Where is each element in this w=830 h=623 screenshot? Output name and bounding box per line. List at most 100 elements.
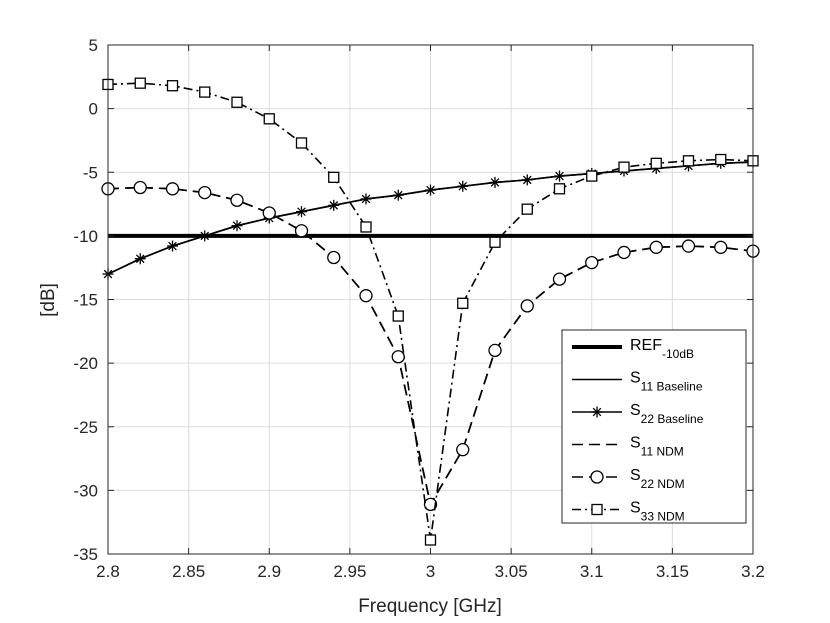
series-layer <box>101 77 760 546</box>
asterisk-stroke <box>329 201 339 210</box>
data-point-s33-ndm <box>715 153 727 166</box>
asterisk-stroke <box>490 178 500 187</box>
legend-item-s33-ndm: S33 NDM <box>572 500 685 524</box>
data-point-s33-ndm <box>134 77 146 89</box>
y-tick-label: -35 <box>73 545 98 564</box>
data-point-s33-ndm <box>521 203 533 215</box>
data-point-s22-baseline <box>521 174 533 186</box>
legend-label-sub: 11 NDM <box>641 445 684 459</box>
data-point-s22-ndm <box>714 240 728 254</box>
x-tick-label: 3.1 <box>580 562 604 581</box>
y-tick-label: -10 <box>73 227 98 246</box>
legend-label: S11 NDM <box>630 435 684 459</box>
data-point-s22-ndm <box>133 180 147 195</box>
legend-item-s22-ndm: S22 NDM <box>572 467 685 491</box>
x-tick-label: 2.9 <box>257 562 281 581</box>
asterisk-stroke <box>458 181 468 191</box>
legend-label-sub: 11 Baseline <box>641 380 703 394</box>
data-point-s33-ndm <box>553 183 566 195</box>
y-tick-label: -15 <box>73 291 98 310</box>
data-point-s22-baseline <box>231 220 243 232</box>
data-point-s33-ndm <box>650 157 662 169</box>
data-point-s33-ndm <box>263 113 275 125</box>
legend-box <box>561 329 747 524</box>
legend-label-sub: -10dB <box>662 347 694 361</box>
asterisk-stroke <box>297 207 306 217</box>
data-point-s22-baseline <box>167 240 178 252</box>
y-tick-label: 0 <box>89 100 98 119</box>
data-point-s33-ndm <box>328 171 340 183</box>
y-tick-label: 5 <box>89 36 98 55</box>
data-point-s22-ndm <box>198 185 212 200</box>
legend-marker <box>591 406 603 418</box>
x-tick-label: 2.8 <box>96 562 120 581</box>
asterisk-stroke <box>168 241 177 251</box>
data-point-s33-ndm <box>231 96 243 108</box>
x-tick-label: 2.95 <box>333 562 366 581</box>
data-point-s22-baseline <box>328 199 340 211</box>
data-point-s22-ndm <box>552 272 567 286</box>
x-tick-label: 3.15 <box>656 562 689 581</box>
legend-label-main: S <box>630 402 641 419</box>
legend-label-main: S <box>630 370 641 387</box>
data-point-s33-ndm <box>489 236 501 248</box>
x-axis-label: Frequency [GHz] <box>358 596 502 617</box>
data-point-s33-ndm <box>199 86 211 98</box>
x-tick-label: 3.2 <box>741 562 765 581</box>
data-point-s22-ndm <box>230 193 244 207</box>
legend-label-main: S <box>630 467 641 484</box>
data-point-s33-ndm <box>392 310 404 322</box>
asterisk-stroke <box>555 171 564 181</box>
legend-item-ref-10db: REF-10dB <box>572 337 694 361</box>
data-point-s22-ndm <box>681 239 696 253</box>
data-point-s22-ndm <box>359 289 373 303</box>
legend-label: S11 Baseline <box>630 370 703 394</box>
data-point-s22-ndm <box>488 343 502 358</box>
series-s33-ndm <box>102 77 759 546</box>
data-point-s22-ndm <box>456 443 470 457</box>
legend-label: S33 NDM <box>630 500 685 524</box>
data-point-s22-ndm <box>262 206 276 220</box>
data-point-s22-ndm <box>617 245 631 260</box>
y-tick-label: -25 <box>73 418 98 437</box>
data-point-s33-ndm <box>166 80 179 92</box>
legend-label-sub: 22 Baseline <box>641 412 704 426</box>
data-point-s33-ndm <box>360 221 372 233</box>
legend-label: S22 Baseline <box>630 402 704 426</box>
y-axis-label: [dB] <box>38 283 59 317</box>
asterisk-stroke <box>426 185 435 195</box>
data-point-s22-ndm <box>520 299 534 313</box>
x-tick-label: 3.05 <box>495 562 528 581</box>
data-point-s22-baseline <box>457 180 469 192</box>
data-point-s33-ndm <box>295 137 308 149</box>
data-point-s22-baseline <box>489 176 501 188</box>
legend-label: REF-10dB <box>630 337 694 361</box>
asterisk-stroke <box>592 407 602 417</box>
asterisk-stroke <box>393 190 403 200</box>
legend-label: S22 NDM <box>630 467 685 491</box>
data-point-s22-baseline <box>425 184 436 196</box>
asterisk-stroke <box>232 221 242 231</box>
series-s22-baseline <box>102 156 759 280</box>
data-point-s22-baseline <box>134 253 146 265</box>
data-point-s22-baseline <box>296 206 307 218</box>
axis-ticks: 2.8 2.85 2.9 2.95 3 3.05 3.1 3.15 3.2 5 0 -5 -10 -15 -… <box>73 36 764 581</box>
legend-label-main: S <box>630 435 641 452</box>
asterisk-stroke <box>200 231 210 241</box>
data-point-s22-baseline <box>199 230 211 242</box>
y-tick-label: -30 <box>73 481 98 500</box>
legend-label-main: REF <box>630 337 662 354</box>
data-point-s22-ndm <box>585 255 599 270</box>
data-point-s22-ndm <box>165 182 180 196</box>
data-point-s22-baseline <box>392 189 404 201</box>
data-point-s22-ndm <box>391 350 405 364</box>
data-point-s33-ndm <box>618 161 630 173</box>
legend-item-s11-ndm: S11 NDM <box>572 435 684 459</box>
data-point-s33-ndm <box>682 155 695 167</box>
asterisk-stroke <box>135 254 145 264</box>
data-point-s33-ndm <box>457 297 469 309</box>
data-point-s22-ndm <box>649 240 663 254</box>
y-tick-label: -20 <box>73 354 98 373</box>
